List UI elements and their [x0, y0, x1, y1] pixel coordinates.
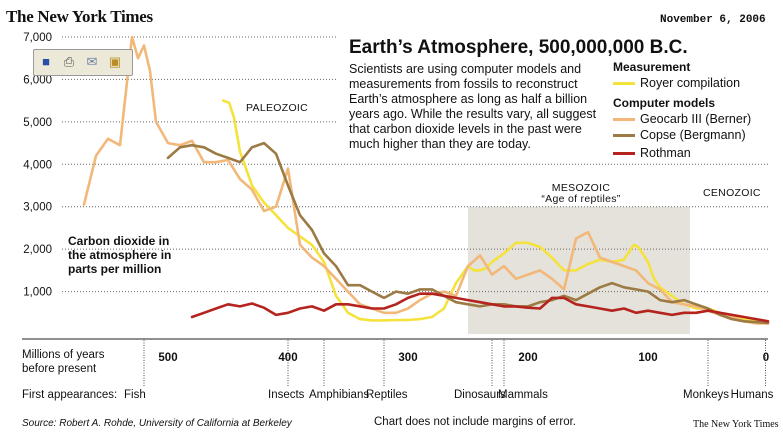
appearance-label: Reptiles [366, 389, 408, 401]
image-toolbar: ■ ⎙ ✉ ▣ [33, 49, 133, 76]
legend-swatch-geocarb [613, 118, 635, 121]
margin-note: Chart does not include margins of error. [374, 416, 576, 428]
appearance-label: Humans [731, 389, 774, 401]
chart-description: Scientists are using computer models and… [349, 62, 597, 151]
y-tick-label: 7,000 [23, 32, 52, 44]
legend-item-copse: Copse (Bergmann) [640, 128, 746, 142]
email-icon[interactable]: ✉ [86, 54, 98, 69]
era-label-mesozoic: MESOZOIC [551, 182, 611, 194]
x-tick-label: 0 [763, 352, 769, 364]
chart-title: Earth’s Atmosphere, 500,000,000 B.C. [349, 37, 688, 58]
image-icon[interactable]: ▣ [108, 54, 122, 69]
y-tick-label: 4,000 [23, 159, 52, 171]
appearance-label: Fish [124, 389, 146, 401]
appearance-label: Mammals [498, 389, 548, 401]
legend-item-geocarb: Geocarb III (Berner) [640, 112, 752, 126]
mesozoic-shading [468, 206, 690, 334]
x-tick-label: 300 [398, 352, 417, 364]
series-line [190, 292, 770, 323]
y-tick-label: 6,000 [23, 74, 52, 86]
x-axis-label: Millions of years before present [22, 349, 105, 375]
appearance-label: Insects [268, 389, 305, 401]
era-sublabel-mesozoic: “Age of reptiles” [541, 193, 621, 205]
legend-swatch-copse [613, 134, 635, 137]
series-line [221, 99, 770, 324]
first-appearances-label: First appearances: [22, 389, 118, 401]
publication-date: November 6, 2006 [660, 14, 766, 26]
legend-heading-measurement: Measurement [613, 60, 691, 74]
era-label-paleozoic: PALEOZOIC [246, 102, 309, 114]
appearance-label: Monkeys [683, 389, 729, 401]
era-label-cenozoic: CENOZOIC [703, 187, 761, 199]
series-line [82, 35, 770, 325]
print-icon[interactable]: ⎙ [63, 54, 75, 69]
y-tick-label: 1,000 [23, 287, 52, 299]
legend-item-royer: Royer compilation [640, 76, 741, 90]
x-tick-label: 200 [518, 352, 537, 364]
y-tick-label: 3,000 [23, 202, 52, 214]
save-icon[interactable]: ■ [42, 54, 50, 69]
legend-swatch-rothman [613, 152, 635, 155]
appearance-label: Amphibians [309, 389, 369, 401]
y-tick-label: 2,000 [23, 244, 52, 256]
y-axis-label: Carbon dioxide in the atmosphere in part… [68, 234, 172, 276]
legend-swatch-royer [613, 82, 635, 85]
legend-item-rothman: Rothman [640, 146, 691, 160]
x-tick-label: 500 [158, 352, 177, 364]
x-tick-label: 100 [638, 352, 657, 364]
appearance-label: Dinosaurs [454, 389, 506, 401]
masthead-logo: The New York Times [6, 7, 153, 26]
y-tick-label: 5,000 [23, 117, 52, 129]
series-line [166, 141, 770, 325]
source-note: Source: Robert A. Rohde, University of C… [22, 418, 292, 429]
footer-credit: The New York Times [693, 419, 779, 430]
legend-heading-models: Computer models [613, 96, 716, 110]
